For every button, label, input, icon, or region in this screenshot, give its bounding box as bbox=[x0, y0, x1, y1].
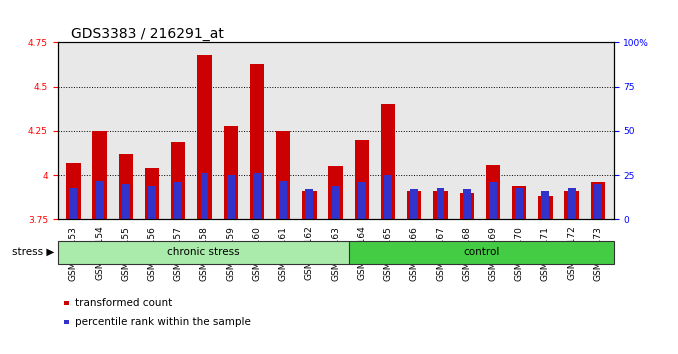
Bar bbox=[96, 181, 104, 219]
Bar bbox=[538, 196, 553, 219]
Bar bbox=[567, 188, 576, 219]
Bar bbox=[381, 104, 395, 219]
Bar bbox=[226, 175, 235, 219]
Bar bbox=[460, 193, 474, 219]
Bar bbox=[489, 182, 497, 219]
Bar bbox=[407, 191, 422, 219]
Bar bbox=[515, 188, 523, 219]
Bar bbox=[437, 188, 445, 219]
Bar bbox=[594, 184, 602, 219]
Bar bbox=[302, 191, 317, 219]
Bar bbox=[358, 182, 365, 219]
Bar bbox=[591, 182, 605, 219]
Bar bbox=[197, 55, 212, 219]
Bar bbox=[463, 189, 471, 219]
Bar bbox=[328, 166, 343, 219]
Bar bbox=[92, 131, 107, 219]
Bar bbox=[433, 191, 447, 219]
Bar bbox=[122, 184, 129, 219]
Bar bbox=[512, 186, 526, 219]
Bar bbox=[355, 140, 369, 219]
Bar bbox=[201, 173, 208, 219]
Bar bbox=[58, 241, 349, 264]
Bar bbox=[119, 154, 133, 219]
Bar bbox=[69, 188, 77, 219]
Bar bbox=[145, 168, 159, 219]
Bar bbox=[174, 182, 182, 219]
Bar bbox=[542, 191, 549, 219]
Text: chronic stress: chronic stress bbox=[167, 247, 239, 257]
Bar bbox=[171, 142, 186, 219]
Bar bbox=[349, 241, 614, 264]
Bar bbox=[485, 165, 500, 219]
Bar bbox=[148, 186, 156, 219]
Bar bbox=[224, 126, 238, 219]
Text: transformed count: transformed count bbox=[75, 298, 173, 308]
Bar bbox=[250, 64, 264, 219]
Bar bbox=[384, 175, 392, 219]
Bar bbox=[279, 181, 287, 219]
Text: stress ▶: stress ▶ bbox=[12, 247, 54, 257]
Text: GDS3383 / 216291_at: GDS3383 / 216291_at bbox=[71, 27, 224, 41]
Text: control: control bbox=[463, 247, 500, 257]
Bar bbox=[66, 163, 81, 219]
Bar bbox=[564, 191, 579, 219]
Bar bbox=[306, 189, 313, 219]
Text: percentile rank within the sample: percentile rank within the sample bbox=[75, 317, 252, 327]
Bar bbox=[410, 189, 418, 219]
Bar bbox=[253, 173, 261, 219]
Bar bbox=[332, 186, 340, 219]
Bar bbox=[276, 131, 290, 219]
